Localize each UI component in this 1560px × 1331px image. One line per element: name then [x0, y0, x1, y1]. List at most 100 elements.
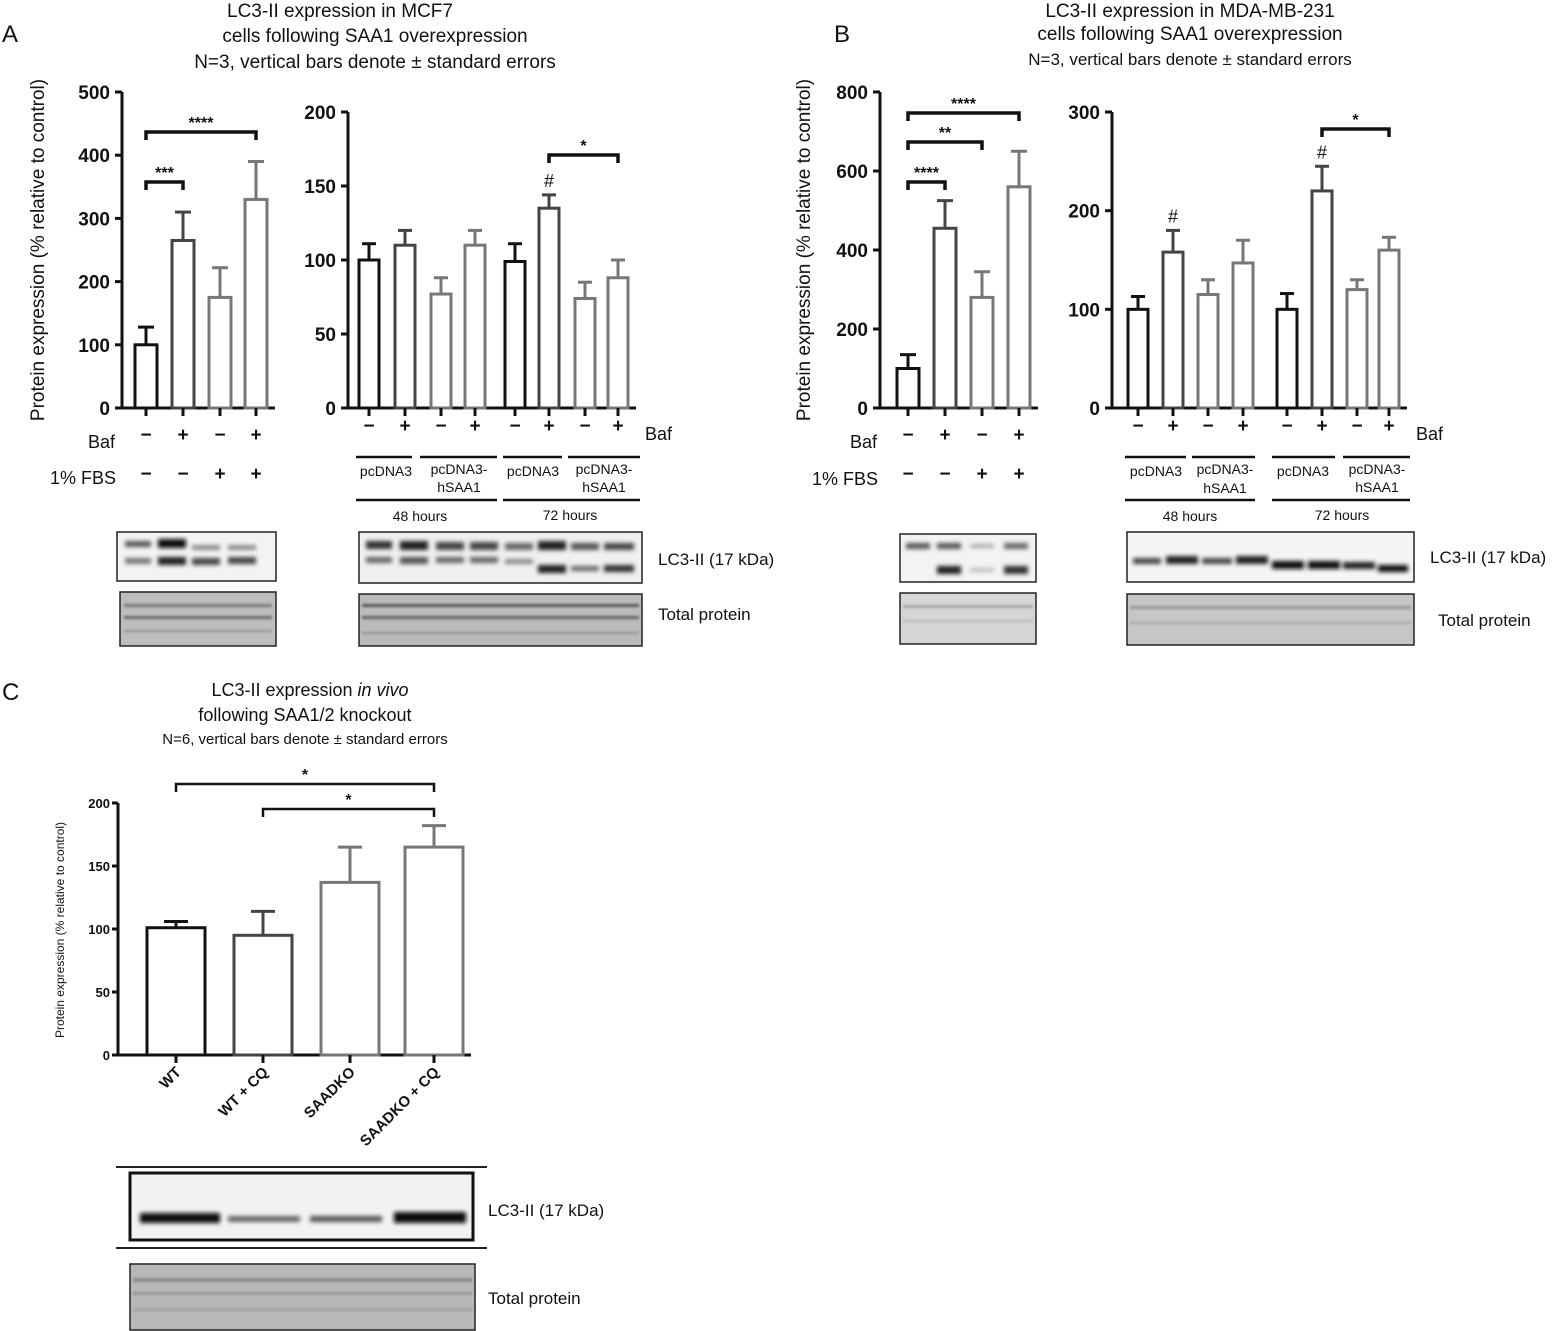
baf-sign-a-left: −	[140, 425, 151, 446]
group-label-a-hs72-1: pcDNA3-	[576, 461, 633, 477]
blot-label-c-total: Total protein	[488, 1289, 581, 1308]
significance-bracket-b-left	[906, 180, 947, 190]
bar-b-left	[895, 367, 921, 410]
bar-a-right	[393, 243, 417, 410]
row-label-baf-a: Baf	[88, 432, 116, 452]
category-label-c: WT	[156, 1064, 185, 1093]
blot-label-a-total: Total protein	[658, 605, 751, 624]
baf-sign-a-left: +	[250, 425, 261, 446]
title-c-line1: LC3-II expression in vivo	[211, 680, 408, 700]
bar-a-right	[503, 259, 527, 410]
y-tick-label-b-right: 200	[1068, 202, 1100, 223]
baf-sign-b-right: −	[1132, 416, 1143, 437]
blot-a-left-total	[119, 591, 277, 647]
baf-sign-a-right: +	[543, 416, 554, 437]
significance-bracket-a-left	[144, 180, 185, 190]
blot-a-right-lc3	[358, 531, 643, 584]
bar-a-right	[463, 243, 487, 410]
blot-b-left-lc3	[899, 533, 1037, 583]
baf-sign-b-left: +	[1013, 425, 1024, 446]
y-tick-label-a-right: 200	[304, 103, 336, 124]
baf-sign-b-right: +	[1167, 416, 1178, 437]
title-a-line1: LC3-II expression in MCF7	[227, 1, 453, 22]
bar-c	[145, 926, 207, 1057]
significance-label-a-left: ****	[189, 115, 215, 132]
y-tick-label-a-right: 50	[315, 325, 336, 346]
significance-bracket-a-right	[547, 153, 620, 163]
fbs-sign-a-left: −	[177, 464, 188, 485]
significance-bracket-b-left	[906, 140, 984, 150]
y-tick-label-c: 100	[88, 922, 110, 937]
group-label-a-hs72-2: hSAA1	[582, 479, 626, 495]
group-label-a-hs48-1: pcDNA3-	[431, 461, 488, 477]
title-c-part1: LC3-II expression	[211, 680, 357, 700]
bar-a-right	[537, 206, 561, 410]
baf-sign-b-left: −	[976, 425, 987, 446]
significance-label-a-right: *	[580, 138, 587, 155]
y-tick-label-a-left: 100	[78, 336, 110, 357]
significance-bracket-c	[174, 782, 436, 792]
panel-label-b: B	[834, 21, 850, 48]
bar-a-right	[357, 258, 381, 410]
y-tick-label-c: 200	[88, 796, 110, 811]
baf-sign-a-left: +	[177, 425, 188, 446]
baf-sign-a-right: −	[435, 416, 446, 437]
y-tick-label-c: 150	[88, 859, 110, 874]
time-label-a-72: 72 hours	[543, 507, 597, 523]
baf-sign-b-right: −	[1202, 416, 1213, 437]
row-label-fbs-b: 1% FBS	[812, 469, 878, 489]
blot-b-right-total	[1126, 593, 1415, 646]
title-c-part2: in vivo	[358, 680, 409, 700]
y-tick-label-b-left: 600	[836, 162, 868, 183]
fbs-sign-a-left: +	[250, 464, 261, 485]
y-tick-label-b-left: 400	[836, 241, 868, 262]
hash-marker-b-right: #	[1168, 206, 1178, 226]
y-tick-label-a-left: 500	[78, 83, 110, 104]
bar-b-right	[1231, 261, 1255, 410]
group-label-b-hs48-2: hSAA1	[1203, 480, 1247, 496]
baf-sign-a-right: +	[469, 416, 480, 437]
category-label-c: WT + CQ	[215, 1064, 272, 1121]
y-tick-label-a-left: 300	[78, 209, 110, 230]
baf-sign-a-right: −	[509, 416, 520, 437]
y-axis-label-b: Protein expression (% relative to contro…	[794, 79, 815, 421]
significance-label-a-left: ***	[155, 165, 174, 182]
bar-a-right	[573, 296, 597, 410]
row-label-baf-b-right: Baf	[1416, 424, 1444, 444]
blot-a-right-total	[358, 593, 643, 647]
row-label-fbs-a: 1% FBS	[50, 468, 116, 488]
time-label-a-48: 48 hours	[393, 508, 447, 524]
title-a-line2: cells following SAA1 overexpression	[222, 26, 527, 47]
fbs-sign-a-left: +	[214, 464, 225, 485]
bar-a-left	[133, 343, 159, 410]
y-tick-label-c: 50	[96, 985, 110, 1000]
panel-label-a: A	[2, 21, 18, 48]
bar-c	[319, 880, 381, 1057]
group-label-b-hs72-1: pcDNA3-	[1349, 461, 1406, 477]
baf-sign-a-right: +	[399, 416, 410, 437]
blot-b-left-total	[899, 592, 1037, 645]
blot-label-b-total: Total protein	[1438, 611, 1531, 630]
blot-b-right-lc3	[1126, 531, 1415, 583]
bar-b-right	[1345, 288, 1369, 410]
significance-label-b-right: *	[1352, 112, 1359, 129]
bar-b-right	[1310, 189, 1334, 410]
significance-bracket-c	[261, 807, 436, 817]
title-a-line3: N=3, vertical bars denote ± standard err…	[194, 52, 556, 73]
fbs-sign-a-left: −	[140, 464, 151, 485]
y-tick-label-b-left: 200	[836, 320, 868, 341]
group-label-b-pc48: pcDNA3	[1130, 463, 1182, 479]
fbs-sign-b-left: +	[1013, 464, 1024, 485]
bar-b-left	[932, 226, 958, 410]
category-label-c: SAADKO + CQ	[357, 1064, 443, 1150]
bar-b-right	[1161, 250, 1185, 410]
y-tick-label-a-left: 0	[99, 399, 110, 420]
baf-sign-b-left: −	[902, 425, 913, 446]
y-tick-label-b-left: 0	[857, 399, 868, 420]
significance-label-b-left: **	[939, 125, 952, 142]
fbs-sign-b-left: −	[902, 464, 913, 485]
bar-a-right	[606, 276, 630, 410]
title-b-line3: N=3, vertical bars denote ± standard err…	[1028, 50, 1352, 69]
fbs-sign-b-left: +	[976, 464, 987, 485]
